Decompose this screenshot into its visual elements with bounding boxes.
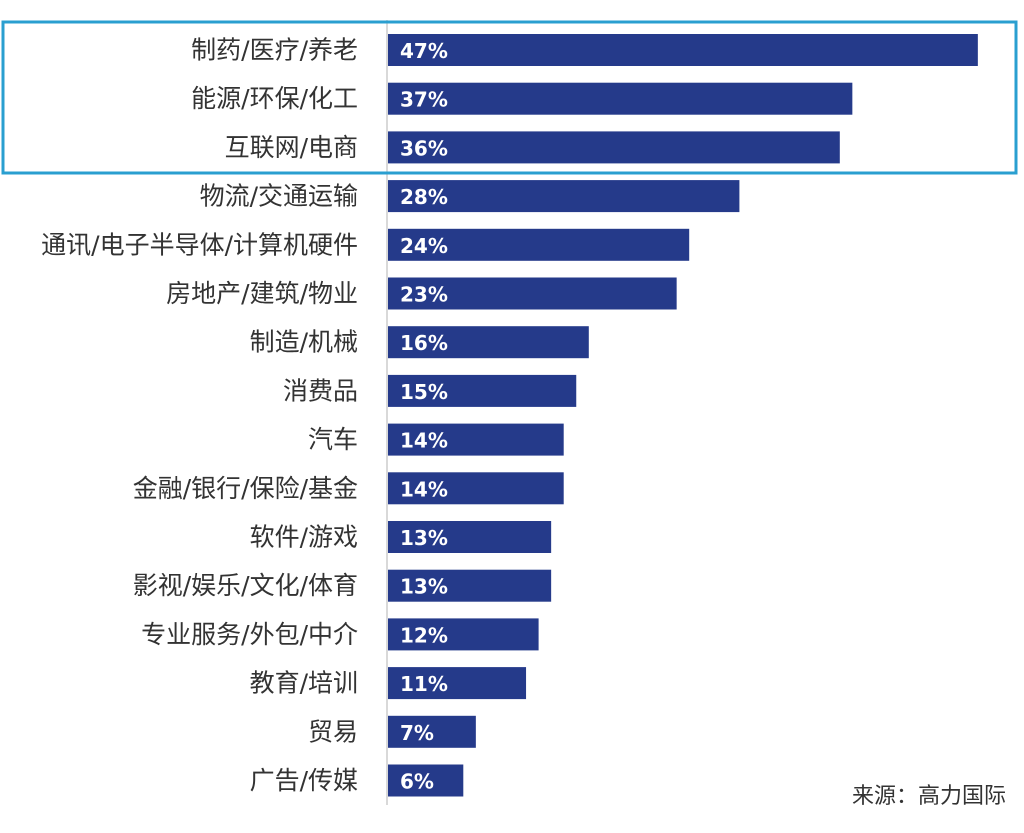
bar xyxy=(388,228,690,261)
bar-value-label: 6% xyxy=(400,770,434,794)
bar-value-label: 15% xyxy=(400,380,448,404)
bar xyxy=(388,569,552,602)
category-label: 广告/传媒 xyxy=(250,766,358,795)
source-note: 来源：高力国际 xyxy=(852,784,1006,809)
bar xyxy=(388,521,552,553)
value-labels: 47% 37% 36% 28% 24% 23% 16% 15% 14% 14% 13% 13% 12% 1… xyxy=(400,39,448,794)
category-label: 软件/游戏 xyxy=(250,523,358,552)
bar xyxy=(388,326,589,359)
top-three-highlight-box xyxy=(1,20,1018,175)
category-label: 制药/医疗/养老 xyxy=(191,36,358,65)
category-label: 贸易 xyxy=(308,717,358,746)
category-label: 互联网/电商 xyxy=(225,133,358,162)
bar-value-label: 13% xyxy=(400,575,448,599)
bar xyxy=(388,180,740,213)
bar-value-label: 11% xyxy=(400,672,448,696)
bar-value-label: 14% xyxy=(400,477,448,501)
bar-value-label: 7% xyxy=(400,721,434,745)
bar xyxy=(388,277,677,310)
bar xyxy=(388,715,476,748)
bar-value-label: 14% xyxy=(400,429,448,453)
bar-value-label: 24% xyxy=(400,234,448,258)
bar-value-label: 13% xyxy=(400,526,448,550)
bar xyxy=(388,618,539,651)
category-label: 教育/培训 xyxy=(250,669,358,698)
category-label: 物流/交通运输 xyxy=(200,182,358,211)
bar xyxy=(388,131,840,164)
category-label: 专业服务/外包/中介 xyxy=(141,620,358,649)
bar-value-label: 47% xyxy=(400,39,448,63)
bar-value-label: 36% xyxy=(400,136,448,160)
category-labels: 制药/医疗/养老能源/环保/化工互联网/电商物流/交通运输通讯/电子半导体/计算… xyxy=(41,36,358,796)
bar-value-label: 28% xyxy=(400,185,448,209)
bar xyxy=(388,82,853,115)
bars xyxy=(388,34,978,797)
bar xyxy=(388,667,527,700)
bar-value-label: 37% xyxy=(400,88,448,112)
category-label: 金融/银行/保险/基金 xyxy=(133,474,358,503)
category-label: 通讯/电子半导体/计算机硬件 xyxy=(41,230,358,259)
bar-value-label: 16% xyxy=(400,331,448,355)
bar xyxy=(388,423,564,456)
bar xyxy=(388,472,564,505)
bar xyxy=(388,374,577,407)
category-label: 制造/机械 xyxy=(250,328,358,357)
bar-value-label: 12% xyxy=(400,623,448,647)
bar xyxy=(388,764,464,797)
category-label: 能源/环保/化工 xyxy=(191,84,358,113)
bar-value-label: 23% xyxy=(400,283,448,307)
bar xyxy=(388,34,978,66)
category-label: 房地产/建筑/物业 xyxy=(166,279,358,308)
category-label: 汽车 xyxy=(308,425,358,454)
category-label: 影视/娱乐/文化/体育 xyxy=(133,571,358,600)
category-label: 消费品 xyxy=(283,376,358,405)
